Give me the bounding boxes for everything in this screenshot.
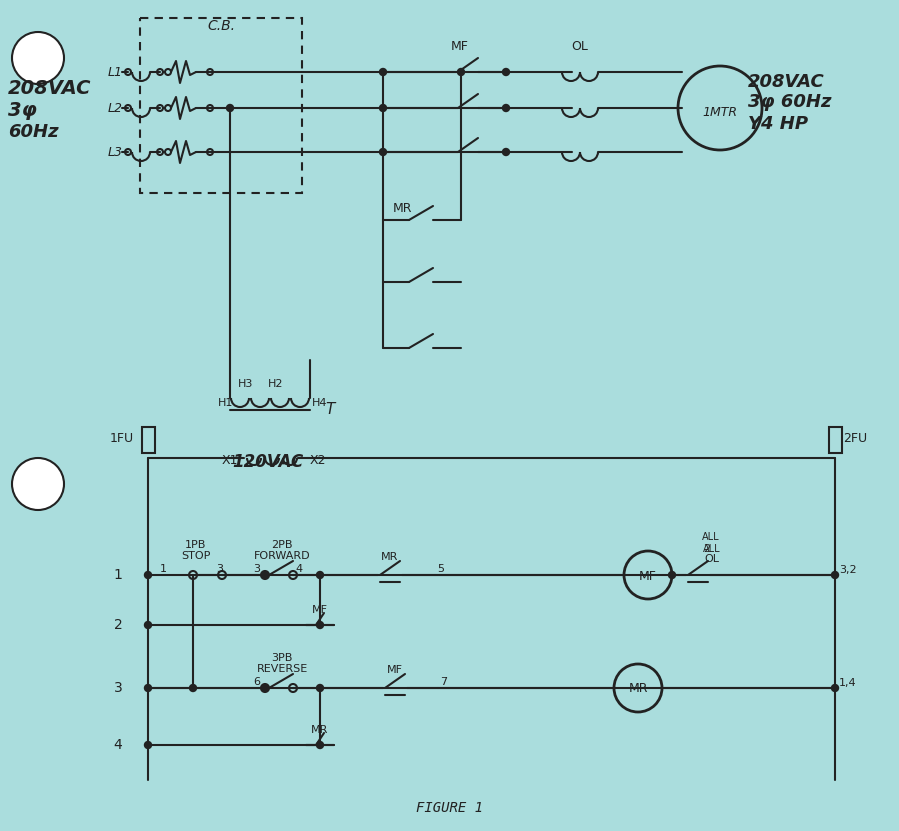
Circle shape (145, 741, 152, 749)
Text: 2: 2 (703, 544, 710, 554)
Text: MR: MR (381, 552, 398, 562)
Circle shape (379, 105, 387, 111)
Circle shape (316, 685, 324, 691)
Circle shape (262, 572, 269, 578)
Text: 208VAC: 208VAC (8, 78, 92, 97)
Text: MF: MF (312, 605, 328, 615)
Text: REVERSE: REVERSE (256, 664, 307, 674)
Bar (829, 427, 841, 453)
Text: MR: MR (311, 725, 329, 735)
Text: C.B.: C.B. (207, 19, 235, 33)
Text: MF: MF (451, 40, 469, 52)
Circle shape (379, 149, 387, 155)
Circle shape (832, 685, 839, 691)
Text: ALL: ALL (703, 544, 721, 554)
Text: T: T (325, 402, 334, 417)
Circle shape (503, 68, 510, 76)
Text: 3: 3 (253, 564, 260, 574)
Circle shape (145, 685, 152, 691)
Text: H3: H3 (238, 379, 254, 389)
Circle shape (316, 622, 324, 628)
Text: ALL: ALL (702, 532, 719, 542)
Text: 1MTR: 1MTR (702, 106, 737, 119)
Text: OL: OL (704, 554, 719, 564)
Circle shape (190, 685, 197, 691)
Text: STOP: STOP (182, 551, 210, 561)
Circle shape (145, 622, 152, 628)
Text: 2FU: 2FU (843, 431, 868, 445)
Text: 3: 3 (113, 681, 122, 695)
Text: MR: MR (628, 682, 648, 696)
Text: 6: 6 (253, 677, 260, 687)
Text: 4: 4 (113, 738, 122, 752)
Text: FIGURE 1: FIGURE 1 (416, 801, 484, 815)
Bar (140, 18, 302, 193)
Circle shape (458, 68, 465, 76)
Text: 3φ: 3φ (8, 101, 37, 120)
Text: X2: X2 (310, 454, 326, 466)
Text: L3: L3 (108, 145, 123, 159)
Text: L2: L2 (108, 101, 123, 115)
Text: 2: 2 (113, 618, 122, 632)
Text: 1: 1 (160, 564, 167, 574)
Text: 1FU: 1FU (110, 431, 134, 445)
Text: MF: MF (387, 665, 403, 675)
Text: 120VAC: 120VAC (232, 453, 304, 471)
Circle shape (379, 68, 387, 76)
Text: H2: H2 (268, 379, 284, 389)
Text: MF: MF (639, 569, 657, 583)
Text: 3: 3 (216, 564, 223, 574)
Text: 1PB: 1PB (185, 540, 207, 550)
Circle shape (145, 572, 152, 578)
Text: 5: 5 (437, 564, 444, 574)
Text: 4: 4 (295, 564, 302, 574)
Text: FORWARD: FORWARD (254, 551, 310, 561)
Text: H1: H1 (218, 398, 234, 408)
Text: 3,2: 3,2 (839, 565, 857, 575)
Circle shape (669, 572, 675, 578)
Text: OL: OL (572, 40, 589, 52)
Text: H4: H4 (312, 398, 327, 408)
Circle shape (12, 458, 64, 510)
Text: 208VAC: 208VAC (748, 73, 824, 91)
Text: X1: X1 (222, 454, 238, 466)
Text: 3PB: 3PB (271, 653, 293, 663)
Text: 7: 7 (440, 677, 447, 687)
Circle shape (12, 32, 64, 84)
Text: MR: MR (393, 201, 413, 214)
Circle shape (316, 741, 324, 749)
Circle shape (262, 685, 269, 691)
Text: 60Hz: 60Hz (8, 123, 58, 141)
Bar (141, 427, 155, 453)
Text: 3φ 60Hz: 3φ 60Hz (748, 93, 832, 111)
Text: 1: 1 (113, 568, 122, 582)
Circle shape (227, 105, 234, 111)
Circle shape (832, 572, 839, 578)
Text: L1: L1 (108, 66, 123, 78)
Circle shape (316, 572, 324, 578)
Circle shape (503, 105, 510, 111)
Text: Y4 HP: Y4 HP (748, 115, 808, 133)
Text: 1,4: 1,4 (839, 678, 857, 688)
Text: 2PB: 2PB (271, 540, 293, 550)
Circle shape (503, 149, 510, 155)
